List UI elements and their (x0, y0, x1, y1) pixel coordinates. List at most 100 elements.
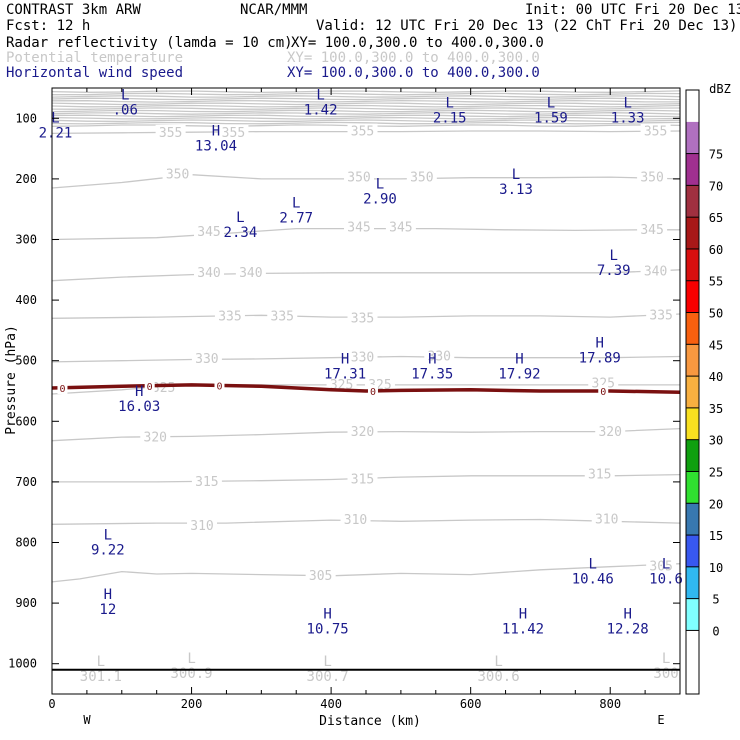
upper-theta-line (51, 116, 681, 120)
colorbar-cell (686, 248, 699, 281)
colorbar: 0 5 10 15 20 25 30 35 40 45 50 55 60 65 70 75 dBZ (685, 82, 731, 695)
theta-label-bg (267, 308, 298, 323)
theta-label: 305 (309, 569, 332, 584)
theta-label: 320 (144, 431, 167, 446)
wind-extremum-value: 10.6 (649, 572, 683, 588)
init-time: Init: 00 UTC Fri 20 Dec 13 (525, 2, 740, 18)
freezing-marker-bg (598, 385, 609, 397)
theta-extremum-kind: L (662, 651, 670, 667)
wind-extremum-kind: H (623, 606, 631, 622)
colorbar-label: 50 (709, 307, 723, 321)
y-tick-label: 700 (15, 475, 37, 489)
theta-label: 330 (195, 352, 218, 367)
theta-label-bg (646, 558, 677, 573)
freezing-marker-bg (144, 380, 155, 393)
colorbar-cell (686, 153, 699, 186)
upper-theta-line (51, 102, 681, 106)
x-end-label-east: E (657, 713, 664, 727)
x-tick-label: 800 (599, 697, 621, 711)
colorbar-label: 20 (709, 497, 723, 511)
theta-label-bg (385, 219, 416, 234)
colorbar-cell (686, 503, 699, 536)
colorbar-cell (686, 535, 699, 567)
freezing-marker-bg (367, 385, 378, 397)
upper-theta-line (51, 97, 681, 101)
x-tick-label: 600 (460, 697, 482, 711)
upper-theta-line (51, 119, 681, 123)
theta-label: 345 (389, 220, 412, 235)
theta-label-bg (588, 375, 619, 390)
wind-extremum-value: 17.92 (498, 367, 540, 383)
theta-label-bg (595, 424, 626, 439)
theta-label-bg (347, 424, 378, 439)
theta-label-bg (194, 264, 224, 279)
field2-name: Potential temperature (6, 50, 184, 66)
theta-label: 310 (595, 512, 618, 527)
theta-label: 310 (344, 513, 367, 528)
wind-extremum-kind: H (104, 587, 112, 603)
theta-line-335 (51, 313, 681, 319)
theta-label: 350 (640, 171, 663, 186)
theta-label: 355 (159, 126, 182, 141)
theta-label-bg (591, 511, 622, 526)
wind-extremum-kind: L (104, 527, 112, 543)
colorbar-cell (686, 471, 699, 504)
upper-theta-line (51, 99, 680, 103)
theta-extremum-kind: L (97, 654, 105, 670)
theta-extremum-value: 300 (653, 666, 678, 682)
wind-extremum-kind: H (519, 606, 527, 622)
colorbar-cell (686, 376, 699, 408)
theta-label: 310 (190, 519, 213, 534)
theta-label: 345 (347, 220, 370, 235)
x-tick-label: 400 (320, 697, 342, 711)
theta-label: 350 (410, 171, 433, 186)
theta-extremum-value: 300.9 (170, 666, 212, 682)
upper-theta-line (51, 95, 681, 98)
theta-extremum-value: 300.6 (477, 669, 519, 685)
wind-extremum-value: 2.34 (224, 225, 258, 241)
theta-label-bg (640, 123, 671, 138)
freezing-marker: 0 (600, 387, 606, 398)
y-tick-label: 100 (15, 111, 37, 125)
wind-extremum-kind: L (376, 177, 384, 193)
wind-extremum-value: 16.03 (118, 399, 160, 415)
colorbar-label: 40 (709, 370, 723, 384)
wind-extremum-kind: H (341, 352, 349, 368)
colorbar-label: 5 (712, 593, 719, 607)
colorbar-label: 35 (709, 402, 723, 416)
theta-label-bg (162, 166, 193, 181)
field3-name: Horizontal wind speed (6, 65, 184, 81)
theta-label-bg (155, 124, 186, 139)
theta-label-bg (640, 263, 671, 278)
upper-theta-line (51, 114, 681, 118)
wind-extremum-value: 1.42 (304, 103, 338, 119)
wind-extremum-kind: L (316, 88, 324, 104)
theta-label-bg (347, 471, 378, 486)
theta-label-bg (187, 518, 218, 533)
wind-extremum-kind: L (446, 95, 454, 111)
upper-theta-line (51, 104, 681, 108)
x-tick-label: 0 (48, 697, 55, 711)
theta-label-bg (340, 512, 371, 527)
theta-label: 335 (271, 309, 294, 324)
theta-label: 325 (152, 381, 175, 396)
wind-extremum-kind: L (662, 557, 670, 573)
wind-extremum-value: 2.15 (433, 110, 467, 126)
colorbar-cell (686, 566, 699, 599)
theta-label-bg (214, 308, 245, 323)
theta-label-bg (406, 169, 437, 184)
colorbar-label: 0 (712, 624, 719, 638)
wind-extremum-value: 9.22 (91, 542, 125, 558)
colorbar-label: 15 (709, 529, 723, 543)
wind-extremum-value: 11.42 (502, 621, 544, 637)
theta-label: 320 (351, 425, 374, 440)
theta-label-bg (347, 123, 378, 138)
freezing-level-line (51, 383, 681, 394)
theta-label-bg (637, 221, 668, 236)
wind-extremum-kind: L (292, 195, 300, 211)
theta-label: 330 (428, 349, 451, 364)
organization: NCAR/MMM (240, 2, 308, 18)
theta-extremum-value: 300.7 (307, 669, 349, 685)
wind-extremum-value: 10.46 (572, 572, 614, 588)
theta-label: 315 (351, 472, 374, 487)
